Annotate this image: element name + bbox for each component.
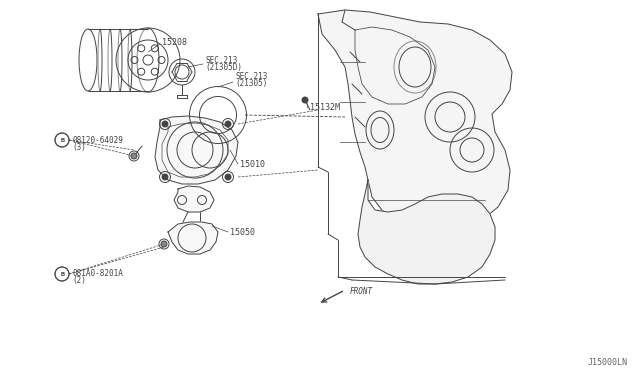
Text: SEC.213: SEC.213 bbox=[205, 55, 237, 64]
Circle shape bbox=[302, 97, 308, 103]
Polygon shape bbox=[155, 116, 238, 184]
Circle shape bbox=[162, 121, 168, 127]
Text: B: B bbox=[60, 272, 64, 276]
Circle shape bbox=[162, 174, 168, 180]
Text: (2): (2) bbox=[72, 276, 86, 285]
Polygon shape bbox=[358, 180, 495, 284]
Text: SEC.213: SEC.213 bbox=[235, 71, 268, 80]
Text: (21305D): (21305D) bbox=[205, 62, 242, 71]
Circle shape bbox=[225, 121, 231, 127]
Text: 15050: 15050 bbox=[230, 228, 255, 237]
Text: (21305): (21305) bbox=[235, 78, 268, 87]
Text: 08120-64029: 08120-64029 bbox=[72, 135, 123, 144]
Text: J15000LN: J15000LN bbox=[588, 358, 628, 367]
Polygon shape bbox=[318, 10, 512, 230]
Polygon shape bbox=[168, 222, 218, 254]
Circle shape bbox=[131, 153, 137, 159]
Text: 081A0-8201A: 081A0-8201A bbox=[72, 269, 123, 279]
Text: 15010: 15010 bbox=[240, 160, 265, 169]
Circle shape bbox=[225, 174, 231, 180]
Text: (3): (3) bbox=[72, 142, 86, 151]
Text: 15132M: 15132M bbox=[310, 103, 340, 112]
Text: B: B bbox=[60, 138, 64, 142]
Circle shape bbox=[161, 241, 167, 247]
Text: 15208: 15208 bbox=[162, 38, 187, 46]
Text: B: B bbox=[60, 138, 64, 142]
Text: B: B bbox=[60, 272, 64, 276]
Polygon shape bbox=[174, 186, 214, 212]
Text: FRONT: FRONT bbox=[350, 288, 373, 296]
